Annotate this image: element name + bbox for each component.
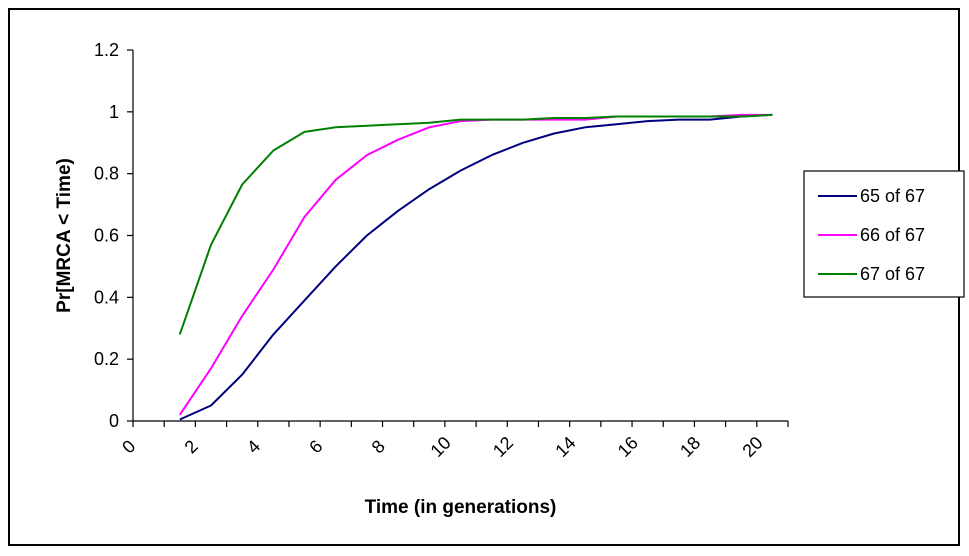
- series-line-2: [178, 113, 773, 416]
- y-tick-label: 0.4: [94, 287, 119, 307]
- x-axis-title: Time (in generations): [365, 497, 557, 518]
- series-line-3: [178, 113, 773, 335]
- chart-legend: 65 of 67 66 of 67 67 of 67: [803, 170, 965, 298]
- x-tick-label: 4: [243, 436, 264, 457]
- x-tick-label: 6: [305, 436, 326, 457]
- x-tick-label: 10: [427, 433, 455, 461]
- legend-box: [803, 170, 965, 298]
- chart-axes: 0 0.2 0.4 0.6 0.8 1 1.2 0 2 4 6 8 10 12 14 16 18 20: [94, 40, 789, 461]
- y-tick-label: 0.6: [94, 226, 119, 246]
- x-tick-label: 18: [676, 433, 704, 461]
- chart-series: [178, 113, 773, 421]
- y-tick-label: 1: [109, 102, 119, 122]
- y-tick-label: 1.2: [94, 40, 119, 60]
- x-tick-label: 0: [118, 436, 139, 457]
- y-tick-label: 0.8: [94, 164, 119, 184]
- x-tick-label: 8: [368, 436, 389, 457]
- legend-label-3: 67 of 67: [860, 264, 925, 284]
- series-line-1: [179, 113, 773, 421]
- x-tick-label: 16: [614, 433, 642, 461]
- legend-label-1: 65 of 67: [860, 186, 925, 206]
- legend-label-2: 66 of 67: [860, 225, 925, 245]
- x-tick-label: 12: [489, 433, 517, 461]
- x-tick-label: 2: [181, 436, 202, 457]
- y-tick-label: 0: [109, 411, 119, 431]
- x-tick-label: 14: [551, 433, 579, 461]
- y-axis-title: Pr[MRCA < Time): [54, 158, 75, 313]
- y-tick-label: 0.2: [94, 349, 119, 369]
- x-tick-label: 20: [738, 433, 766, 461]
- chart-frame: [8, 8, 960, 546]
